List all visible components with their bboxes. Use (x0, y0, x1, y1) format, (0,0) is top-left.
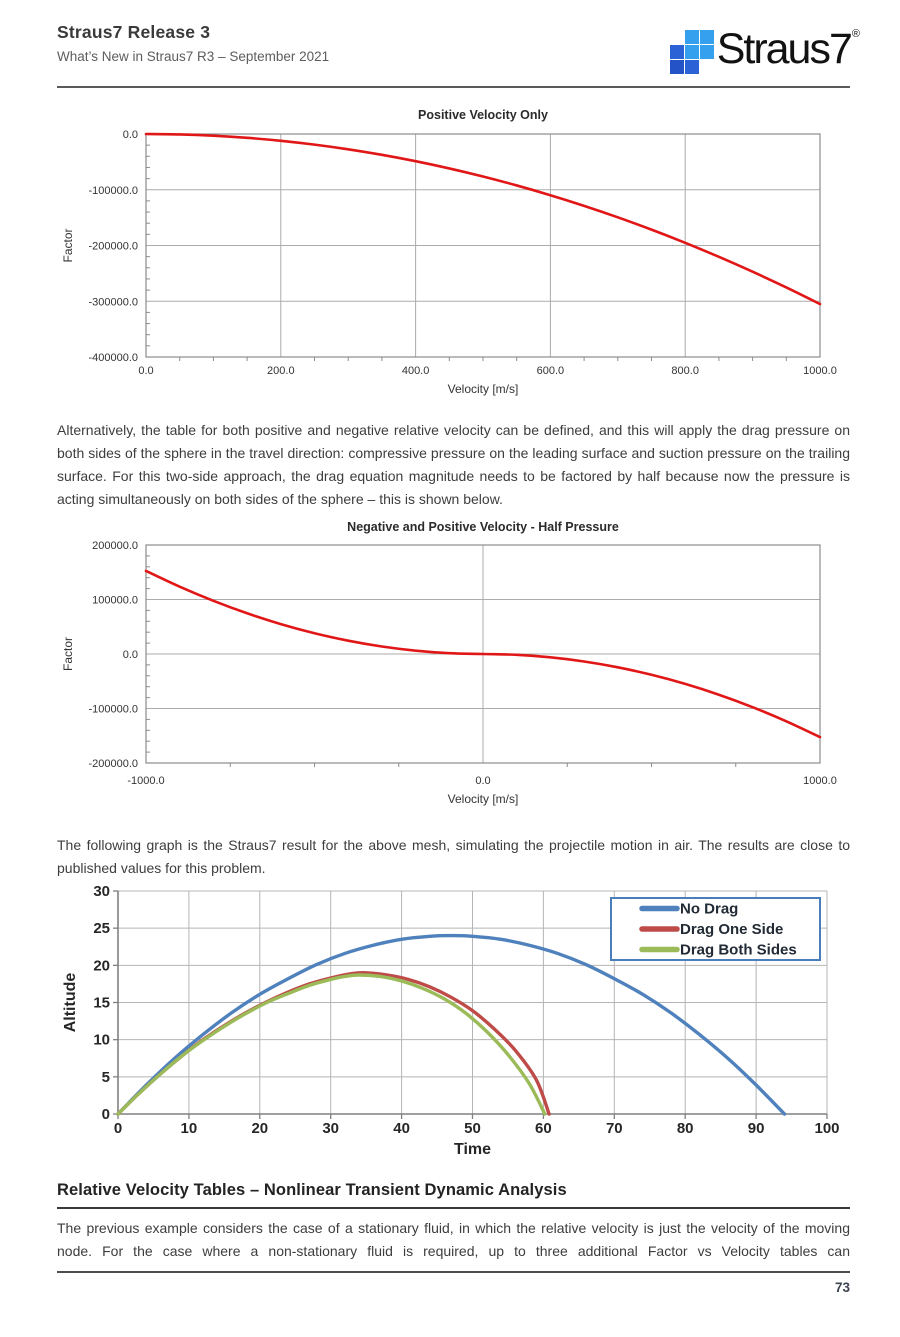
logo-pixel (684, 60, 699, 74)
svg-text:20: 20 (93, 957, 110, 974)
tick-labels: -1000.0 0.0 1000.0 200000.0 100000.0 0.0 -1000… (88, 540, 836, 787)
svg-text:-300000.0: -300000.0 (88, 296, 138, 308)
logo-pixel (684, 30, 699, 44)
svg-text:5: 5 (102, 1069, 110, 1086)
svg-text:-100000.0: -100000.0 (88, 185, 138, 197)
svg-text:30: 30 (322, 1120, 339, 1137)
y-axis-title: Factor (61, 228, 75, 262)
series-factor (144, 569, 822, 739)
footer-divider (57, 1271, 850, 1273)
page-number: 73 (834, 1280, 850, 1295)
svg-text:40: 40 (393, 1120, 410, 1137)
series (116, 933, 787, 1116)
svg-text:800.0: 800.0 (671, 365, 699, 377)
registered-trademark-symbol: ® (851, 28, 860, 40)
svg-text:80: 80 (677, 1120, 694, 1137)
svg-text:20: 20 (251, 1120, 268, 1137)
straus7-logo: Straus7 ® (669, 25, 860, 74)
logo-pixel (669, 60, 684, 74)
tick-labels: 0.0 200.0 400.0 600.0 800.0 1000.0 0.0 -100000.… (88, 129, 836, 377)
header-subtitle: What’s New in Straus7 R3 – September 202… (57, 49, 330, 64)
tick-labels: 0 10 20 30 40 50 60 70 80 90 100 0 5 10 15 20 25 30 (93, 883, 839, 1137)
chart-title: Negative and Positive Velocity - Half Pr… (347, 520, 619, 534)
series-drag-both-sides (116, 973, 547, 1116)
minor-ticks (146, 144, 787, 361)
x-axis-title: Velocity [m/s] (448, 382, 519, 396)
svg-text:-1000.0: -1000.0 (127, 775, 164, 787)
x-axis-title: Velocity [m/s] (448, 792, 519, 806)
svg-text:90: 90 (748, 1120, 765, 1137)
series-factor (144, 132, 822, 306)
logo-pixel-grid-icon (669, 30, 714, 74)
svg-text:1000.0: 1000.0 (803, 775, 837, 787)
paragraph-drag-pressure: Alternatively, the table for both positi… (57, 422, 850, 507)
svg-text:0.0: 0.0 (123, 649, 138, 661)
svg-text:200000.0: 200000.0 (92, 540, 138, 552)
series-no-drag (116, 933, 787, 1116)
chart-projectile-altitude-vs-time: 0 10 20 30 40 50 60 70 80 90 100 0 5 10 15 20 25 30 Time Al… (62, 883, 840, 1158)
svg-text:0.0: 0.0 (475, 775, 490, 787)
svg-text:-200000.0: -200000.0 (88, 758, 138, 770)
header-divider (57, 86, 850, 88)
gridlines (146, 134, 820, 357)
plot-border (145, 544, 821, 764)
plot-border (145, 133, 821, 358)
svg-text:10: 10 (181, 1120, 198, 1137)
svg-text:30: 30 (93, 883, 110, 900)
logo-pixel (700, 60, 714, 74)
y-axis-title: Altitude (62, 973, 79, 1033)
svg-text:25: 25 (93, 920, 110, 937)
minor-ticks (113, 890, 828, 1119)
svg-text:10: 10 (93, 1032, 110, 1049)
section-heading: Relative Velocity Tables – Nonlinear Tra… (57, 1181, 850, 1209)
series-drag-one-side (116, 970, 551, 1116)
svg-text:100: 100 (814, 1120, 839, 1137)
logo-pixel (699, 45, 714, 59)
series (144, 569, 822, 739)
logo-pixel (669, 45, 684, 59)
svg-text:0: 0 (102, 1106, 110, 1123)
svg-text:60: 60 (535, 1120, 552, 1137)
header-title: Straus7 Release 3 (57, 22, 211, 42)
chart-positive-velocity-only: 0.0 200.0 400.0 600.0 800.0 1000.0 0.0 -100000.… (61, 108, 837, 396)
svg-text:0: 0 (114, 1120, 122, 1137)
x-axis-title: Time (454, 1141, 491, 1158)
logo-pixel (670, 30, 684, 44)
logo-pixel (699, 30, 714, 44)
svg-text:100000.0: 100000.0 (92, 595, 138, 607)
svg-text:0.0: 0.0 (138, 365, 153, 377)
svg-text:400.0: 400.0 (402, 365, 430, 377)
minor-ticks (146, 555, 737, 767)
legend-label: Drag One Side (680, 921, 783, 938)
svg-text:-400000.0: -400000.0 (88, 352, 138, 364)
gridlines (118, 890, 828, 1114)
series (144, 132, 822, 306)
svg-text:50: 50 (464, 1120, 481, 1137)
svg-text:15: 15 (93, 995, 110, 1012)
paragraph-relative-velocity: The previous example considers the case … (57, 1220, 850, 1259)
svg-text:1000.0: 1000.0 (803, 365, 837, 377)
svg-text:0.0: 0.0 (123, 129, 138, 141)
legend-label: No Drag (680, 901, 738, 918)
svg-text:600.0: 600.0 (537, 365, 565, 377)
svg-text:200.0: 200.0 (267, 365, 295, 377)
paragraph-straus7-result: The following graph is the Straus7 resul… (57, 837, 850, 876)
logo-text: Straus7 (716, 25, 853, 73)
logo-pixel (684, 45, 699, 59)
chart-negative-positive-velocity: -1000.0 0.0 1000.0 200000.0 100000.0 0.0 -1000… (61, 520, 837, 806)
legend-label: Drag Both Sides (680, 942, 797, 959)
y-axis-title: Factor (61, 637, 75, 671)
chart-title: Positive Velocity Only (418, 108, 548, 122)
svg-text:-100000.0: -100000.0 (88, 704, 138, 716)
svg-text:70: 70 (606, 1120, 623, 1137)
svg-text:-200000.0: -200000.0 (88, 241, 138, 253)
legend: No Drag Drag One Side Drag Both Sides (610, 897, 821, 961)
